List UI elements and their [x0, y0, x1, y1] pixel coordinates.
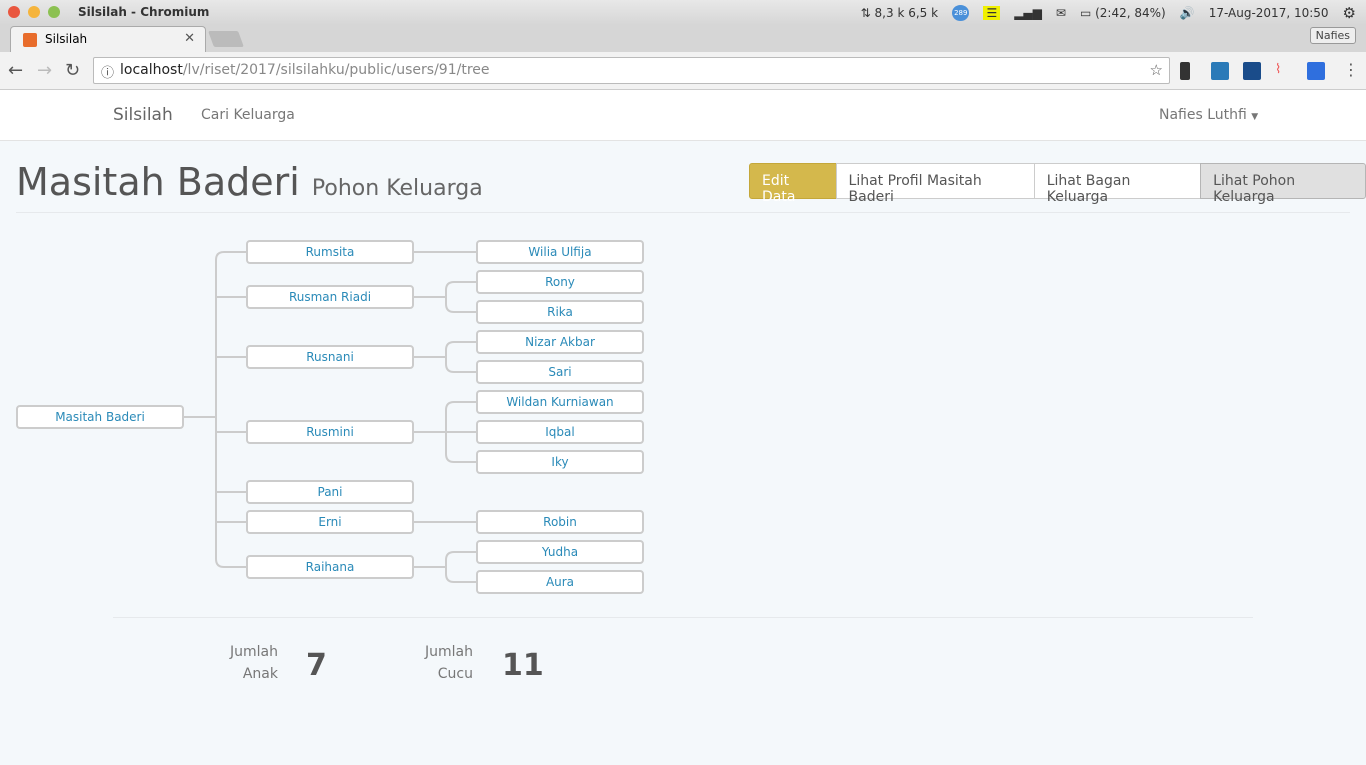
child-node[interactable]: Pani — [246, 480, 414, 504]
child-node[interactable]: Erni — [246, 510, 414, 534]
grandchild-node[interactable]: Robin — [476, 510, 644, 534]
brand-link[interactable]: Silsilah — [113, 105, 173, 125]
action-buttons: Edit Data Lihat Profil Masitah Baderi Li… — [749, 163, 1366, 205]
bookmark-star-icon[interactable]: ☆ — [1149, 61, 1163, 79]
battery-status[interactable]: ▭ (2:42, 84%) — [1079, 6, 1166, 20]
child-node[interactable]: Rusnani — [246, 345, 414, 369]
volume-icon[interactable]: 🔊 — [1179, 6, 1195, 20]
close-tab-icon[interactable]: ✕ — [184, 31, 195, 46]
nav-cari-keluarga[interactable]: Cari Keluarga — [201, 107, 295, 123]
extension-phone-icon[interactable] — [1180, 62, 1190, 80]
connector-line — [445, 551, 476, 583]
grandchildren-count: 11 — [502, 648, 544, 683]
clock[interactable]: 17-Aug-2017, 10:50 — [1208, 6, 1329, 20]
edit-data-button[interactable]: Edit Data — [749, 163, 837, 205]
network-speed: ⇅ 8,3 k 6,5 k — [860, 6, 939, 20]
maximize-window-icon[interactable] — [48, 6, 60, 18]
mail-icon[interactable]: ✉ — [1055, 6, 1066, 20]
info-icon: ⓘ — [101, 66, 115, 81]
grandchild-node[interactable]: Wildan Kurniawan — [476, 390, 644, 414]
child-node[interactable]: Rumsita — [246, 240, 414, 264]
grandchild-node[interactable]: Rony — [476, 270, 644, 294]
reload-icon[interactable]: ↻ — [65, 60, 81, 81]
view-profile-button[interactable]: Lihat Profil Masitah Baderi — [835, 163, 1035, 205]
grandchild-node[interactable]: Sari — [476, 360, 644, 384]
profile-button[interactable]: Nafies — [1309, 27, 1356, 44]
tab-bar: Silsilah ✕ Nafies — [0, 25, 1366, 52]
extension-s-icon[interactable] — [1211, 62, 1229, 80]
connector-line — [215, 251, 246, 568]
view-chart-button[interactable]: Lihat Bagan Keluarga — [1033, 163, 1202, 205]
user-dropdown[interactable]: Nafies Luthfi ▼ — [1159, 107, 1259, 123]
grandchild-node[interactable]: Iky — [476, 450, 644, 474]
grandchild-node[interactable]: Rika — [476, 300, 644, 324]
tab-title: Silsilah — [45, 32, 88, 46]
gear-icon[interactable]: ⚙ — [1342, 4, 1356, 22]
root-person-node[interactable]: Masitah Baderi — [16, 405, 184, 429]
menu-icon[interactable]: ⋮ — [1343, 60, 1359, 79]
connector-line — [445, 341, 476, 373]
grandchild-node[interactable]: Nizar Akbar — [476, 330, 644, 354]
child-node[interactable]: Rusmini — [246, 420, 414, 444]
divider — [16, 212, 1350, 213]
child-node[interactable]: Rusman Riadi — [246, 285, 414, 309]
grandchild-node[interactable]: Aura — [476, 570, 644, 594]
extension-laravel-icon[interactable]: ⌇ — [1275, 62, 1282, 77]
page-title: Masitah Baderi Pohon Keluarga — [16, 160, 483, 204]
family-tree: Wilia Ulfija Rumsita Rony Rika Rusman Riadi N… — [0, 0, 700, 620]
divider — [113, 617, 1253, 618]
connector-line — [445, 281, 476, 313]
favicon-icon — [23, 33, 37, 47]
children-count-label: Jumlah Anak — [230, 644, 278, 682]
forward-icon[interactable]: → — [37, 60, 53, 81]
child-node[interactable]: Raihana — [246, 555, 414, 579]
view-tree-button[interactable]: Lihat Pohon Keluarga — [1200, 163, 1366, 205]
back-icon[interactable]: ← — [8, 60, 24, 81]
grandchild-node[interactable]: Yudha — [476, 540, 644, 564]
tree-connectors — [184, 251, 476, 583]
address-bar[interactable]: ⓘ localhost/lv/riset/2017/silsilahku/publ… — [93, 57, 1170, 84]
tasks-icon[interactable]: ☰ — [983, 6, 1001, 20]
browser-toolbar: ← → ↻ ⓘ localhost/lv/riset/2017/silsilahk… — [0, 52, 1366, 90]
minimize-window-icon[interactable] — [28, 6, 40, 18]
signal-icon[interactable]: ▂▄▆ — [1014, 6, 1042, 20]
extension-blue-icon[interactable] — [1307, 62, 1325, 80]
tab-silsilah[interactable]: Silsilah ✕ — [10, 26, 206, 52]
app-navbar: Silsilah Cari Keluarga Nafies Luthfi ▼ — [0, 90, 1366, 141]
notification-badge-icon[interactable]: 289 — [952, 5, 970, 21]
grandchildren-count-label: Jumlah Cucu — [425, 644, 473, 682]
os-top-bar: Silsilah - Chromium ⇅ 8,3 k 6,5 k 289 ☰ … — [0, 0, 1366, 25]
grandchild-node[interactable]: Wilia Ulfija — [476, 240, 644, 264]
children-count: 7 — [306, 648, 327, 683]
close-window-icon[interactable] — [8, 6, 20, 18]
caret-down-icon: ▼ — [1251, 112, 1259, 122]
window-title: Silsilah - Chromium — [78, 5, 210, 19]
page-subtitle: Pohon Keluarga — [311, 176, 483, 201]
extension-li-icon[interactable] — [1243, 62, 1261, 80]
grandchild-node[interactable]: Iqbal — [476, 420, 644, 444]
